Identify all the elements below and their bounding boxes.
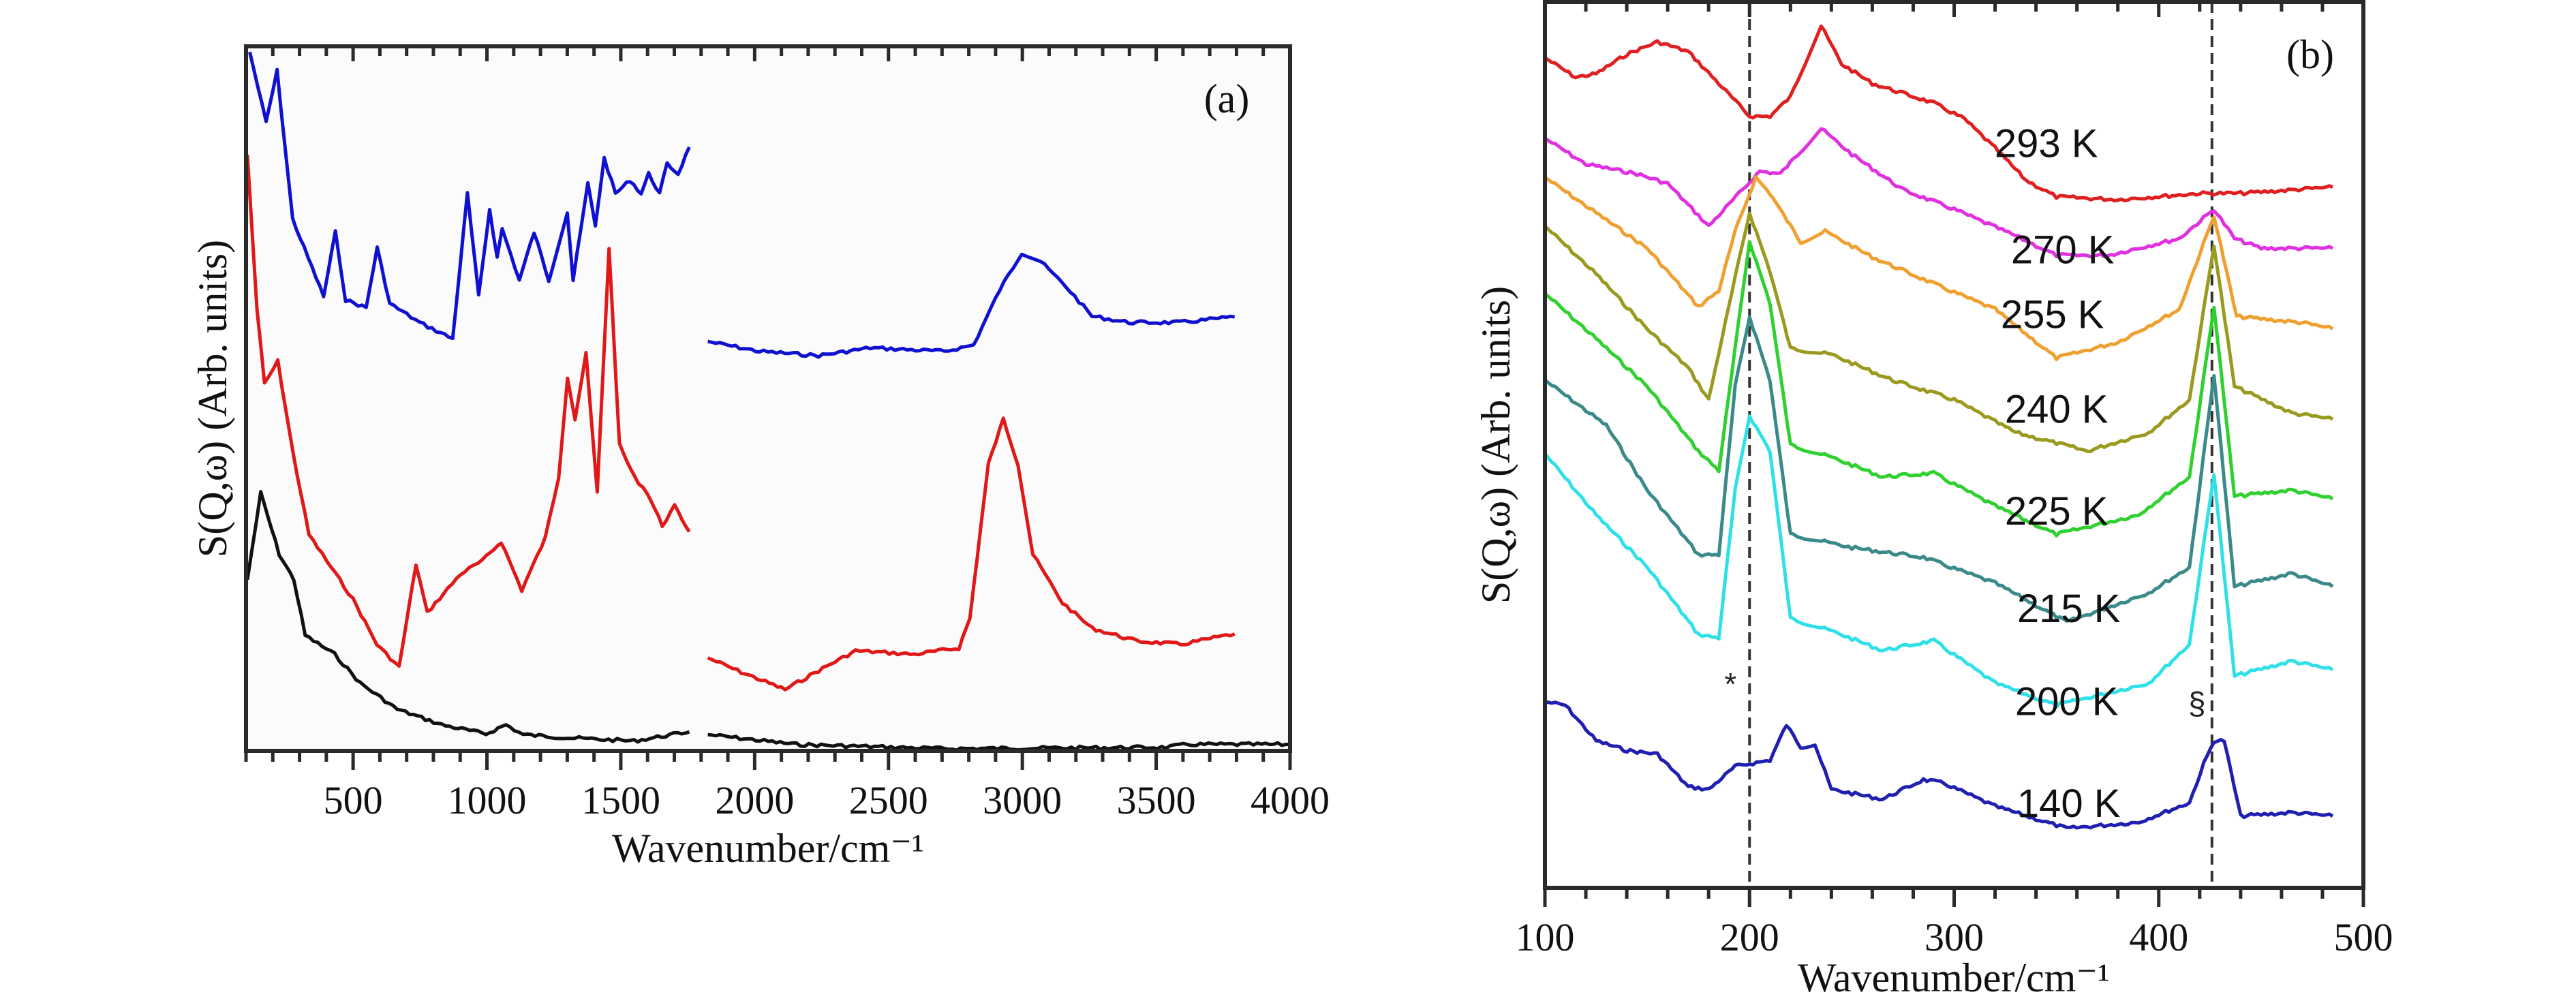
panel-b-curves (1544, 24, 2334, 830)
panel-b-series-200k (1544, 414, 2334, 709)
panel-b-tick-label: 300 (1925, 915, 1984, 959)
panel-a-tick-label: 500 (324, 778, 383, 822)
panel-b-temperature-label: 215 K (2017, 587, 2121, 631)
panel-a-x-ticks: 500 1000 1500 2000 2500 3000 3500 4000 (244, 46, 1330, 822)
panel-b-series-240k (1544, 211, 2334, 454)
panel-a-tick-label: 2000 (715, 778, 794, 822)
panel-a-tick-label: 4000 (1251, 778, 1330, 822)
panel-a-tick-label: 1500 (581, 778, 660, 822)
panel-b-temperature-labels: 293 K 270 K 255 K 240 K 225 K 215 K 200 K 140 K (1995, 122, 2121, 826)
panel-a-axes-frame (244, 44, 1292, 753)
panel-a-tick-label: 1000 (448, 778, 527, 822)
panel-a-tick-label: 3500 (1117, 778, 1196, 822)
panel-a-series-red (245, 155, 691, 668)
panel-b-series-270k (1544, 127, 2334, 259)
panel-b-temperature-label: 225 K (2005, 489, 2109, 534)
panel-b-temperature-label: 140 K (2017, 782, 2121, 826)
panel-b-plot-area (1545, 2, 2363, 888)
panel-a-y-axis-label: S(Q,ω) (Arb. units) (190, 240, 235, 557)
panel-b-series-215k (1544, 315, 2334, 623)
panel-b-temperature-label: 255 K (2001, 292, 2104, 337)
panel-a-tick-label: 2500 (849, 778, 928, 822)
panel-b-temperature-label: 200 K (2015, 680, 2119, 724)
panel-b-y-axis-label: S(Q,ω) (Arb. units) (1473, 286, 1518, 604)
panel-b-tag: (b) (2286, 32, 2334, 77)
panel-a-series-black (245, 490, 690, 744)
panel-a-series-blue (707, 252, 1236, 359)
panel-a-series-blue (248, 51, 691, 341)
panel-b-series-255k (1544, 175, 2334, 361)
panel-b-tick-label: 200 (1720, 915, 1779, 959)
panel-a-tick-label: 3000 (983, 778, 1062, 822)
panel-b-temperature-label: 270 K (2011, 228, 2115, 273)
panel-a: 500 1000 1500 2000 2500 3000 3500 4000 (a) Wave… (190, 44, 1330, 871)
panel-b-section-marker: § (2188, 685, 2206, 721)
panel-b-temperature-label: 240 K (2005, 388, 2109, 432)
panel-b-series-293k (1544, 24, 2333, 203)
panel-b-reference-lines: *§ (1724, 2, 2213, 888)
panel-b-tick-label: 500 (2334, 915, 2393, 959)
panel-b-tick-label: 400 (2129, 915, 2188, 959)
panel-b-series-225k (1544, 240, 2334, 538)
panel-b-x-ticks: 100 200 300 400 500 (1516, 2, 2393, 959)
panel-b-temperature-label: 293 K (1995, 122, 2098, 166)
panel-b-series-140k (1544, 700, 2334, 830)
panel-b-tick-label: 100 (1516, 915, 1575, 959)
panel-a-series-red (707, 416, 1236, 692)
panel-b-x-axis-label: Wavenumber/cm⁻¹ (1798, 955, 2110, 1000)
panel-a-tag: (a) (1204, 76, 1250, 121)
panel-a-x-axis-label: Wavenumber/cm⁻¹ (612, 826, 924, 871)
panel-b-asterisk-marker: * (1724, 666, 1736, 702)
